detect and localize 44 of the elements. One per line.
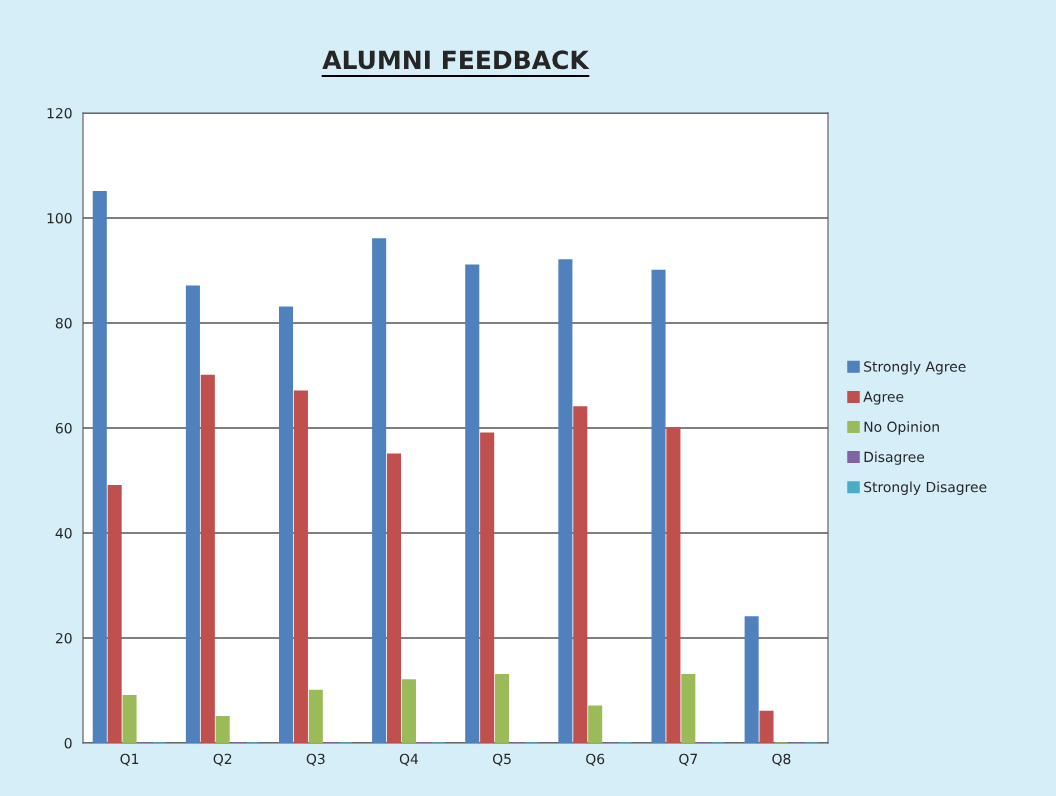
legend-label: Strongly Agree	[864, 361, 966, 375]
x-tick-label: Q6	[586, 753, 605, 766]
bar	[215, 716, 230, 743]
legend-label: No Opinion	[864, 421, 939, 435]
y-tick-label: 60	[55, 422, 72, 434]
bar	[387, 453, 402, 743]
bar	[651, 269, 666, 743]
bar	[480, 432, 495, 743]
bar	[465, 264, 480, 743]
chart-title: ALUMNI FEEDBACK	[322, 50, 590, 70]
x-tick-label: Q1	[120, 753, 139, 766]
x-tick-label: Q8	[772, 753, 791, 766]
bar	[588, 705, 603, 743]
bar	[759, 710, 774, 743]
x-tick-label: Q4	[399, 753, 419, 766]
x-tick-label: Q7	[679, 753, 698, 766]
legend-label: Agree	[863, 391, 904, 405]
x-tick-label: Q2	[213, 753, 232, 766]
legend-label: Strongly Disagree	[864, 481, 987, 495]
bar	[278, 306, 294, 743]
y-tick-label: 0	[64, 737, 72, 749]
y-tick-label: 120	[47, 107, 72, 119]
y-tick-label: 40	[55, 527, 72, 539]
y-tick-label: 80	[55, 317, 72, 329]
bar	[681, 674, 696, 743]
bar	[308, 689, 323, 743]
bar	[401, 679, 416, 743]
legend-label: Disagree	[864, 451, 925, 465]
bar	[558, 259, 573, 743]
bar	[293, 390, 308, 743]
y-tick-label: 20	[55, 632, 72, 644]
x-tick-label: Q5	[492, 753, 511, 766]
bar	[107, 485, 122, 743]
bar	[92, 191, 107, 743]
bar	[122, 695, 137, 743]
bar	[495, 674, 510, 743]
bar	[372, 238, 387, 743]
bar	[185, 285, 200, 743]
bar	[200, 374, 215, 743]
bar	[744, 616, 759, 743]
x-tick-label: Q3	[306, 753, 325, 766]
y-tick-label: 100	[47, 212, 72, 224]
bar	[666, 427, 681, 743]
bar	[573, 406, 588, 743]
